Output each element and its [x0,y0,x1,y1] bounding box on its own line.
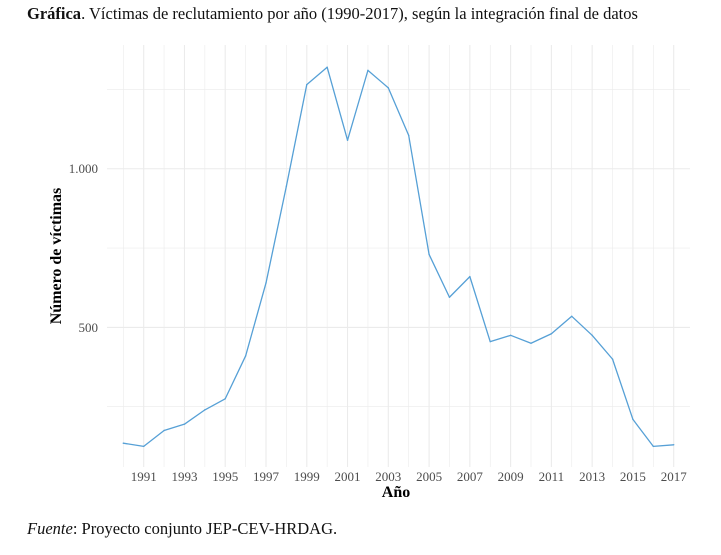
data-point [428,253,430,256]
x-tick-label: 2009 [498,469,524,484]
data-point [265,282,267,284]
data-point [530,342,532,344]
caption-lead: Gráfica [27,4,82,23]
x-tick-label: 2011 [539,469,565,484]
x-tick-label: 1995 [212,469,238,484]
y-tick-label: 1.000 [69,161,98,176]
data-point [571,315,573,317]
x-tick-label: 2013 [579,469,605,484]
y-tick-label: 500 [79,320,99,335]
y-tick-labels: 500 1.000 [69,161,98,335]
x-tick-label: 1997 [253,469,280,484]
data-point [142,445,145,448]
x-axis-label: Año [382,484,410,501]
data-point [367,69,369,72]
caption-text: . Víctimas de reclutamiento por año (199… [81,4,638,23]
x-tick-labels: 1991 1993 1995 1997 1999 2001 2003 2005 2007 2009… [131,469,688,484]
data-point [672,444,675,446]
data-point [122,442,125,444]
data-point [163,429,165,432]
data-point [204,409,206,411]
data-point [550,333,553,335]
data-point [244,355,247,357]
data-point [224,398,226,400]
data-point [448,296,451,298]
source-text: : Proyecto conjunto JEP-CEV-HRDAG. [72,519,338,538]
data-point [387,87,390,89]
data-point [183,423,186,425]
data-point [489,340,491,343]
x-tick-label: 2015 [620,469,646,484]
x-tick-label: 2005 [416,469,442,484]
x-tick-label: 2001 [335,469,361,484]
figure-source: Fuente: Proyecto conjunto JEP-CEV-HRDAG. [27,519,337,539]
x-tick-label: 2007 [457,469,484,484]
series-line-group [122,66,675,448]
data-point [591,334,593,337]
data-point [469,275,471,278]
data-point [346,139,349,141]
source-lead: Fuente [27,519,73,538]
data-point [611,358,614,360]
series-line [123,66,674,448]
data-point [285,185,288,187]
data-point [652,445,655,448]
figure-caption: Gráfica. Víctimas de reclutamiento por a… [27,4,717,24]
data-point [509,334,512,337]
grid [107,45,690,467]
data-point [407,134,410,137]
x-tick-label: 2017 [661,469,688,484]
x-tick-label: 1991 [131,469,157,484]
x-tick-label: 2003 [375,469,401,484]
data-point [306,83,308,86]
data-point [632,418,634,421]
x-tick-label: 1993 [171,469,197,484]
y-axis-label: Número de víctimas [48,188,65,325]
x-tick-label: 1999 [294,469,320,484]
data-point [326,66,328,68]
